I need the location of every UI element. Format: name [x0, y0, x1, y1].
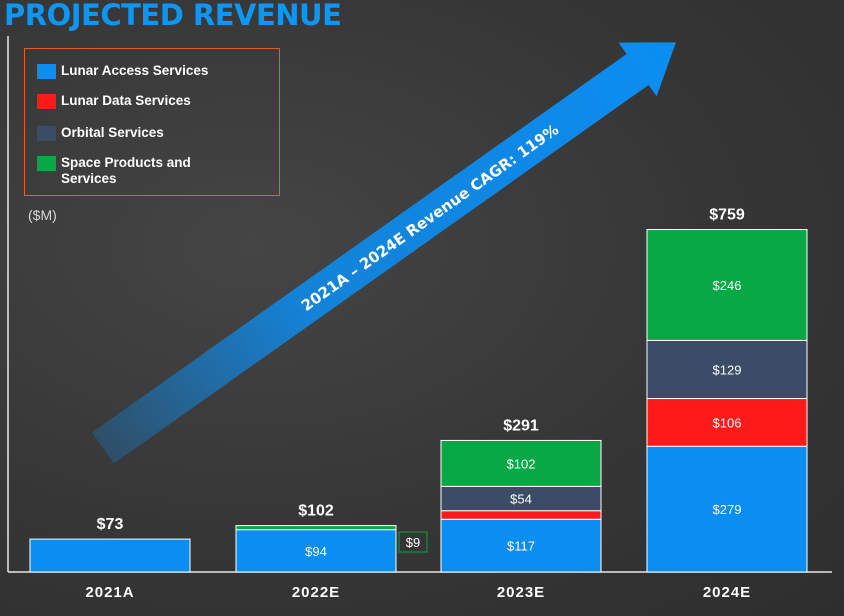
legend-label: Space Products and Services [61, 155, 191, 186]
x-tick-label: 2024E [703, 584, 751, 601]
bar-total-label: $102 [298, 503, 334, 520]
bar-segment-label: $129 [713, 362, 742, 377]
x-tick-label: 2022E [292, 584, 340, 601]
callout-box [398, 531, 428, 553]
legend-item-orbital: Orbital Services [37, 125, 231, 141]
bar-segment-label: $102 [507, 456, 536, 471]
bar-segment-label: $106 [713, 415, 742, 430]
legend-label: Orbital Services [61, 125, 164, 140]
callout-label: $9 [406, 535, 420, 550]
bar-segment-label: $94 [305, 544, 327, 559]
bar-total-label: $73 [97, 516, 124, 533]
bar-segment [440, 485, 602, 512]
legend-swatch [37, 156, 56, 171]
bar-segment-label: $279 [713, 502, 742, 517]
bar-segment [29, 538, 191, 573]
bar-segment [646, 445, 808, 573]
bar-segment [440, 510, 602, 520]
bar-segment [646, 339, 808, 400]
legend-label: Lunar Data Services [61, 93, 191, 108]
bar-segment-label: $54 [510, 492, 532, 507]
x-tick-label: 2021A [85, 584, 134, 601]
bar-segment-label: $117 [507, 539, 535, 554]
arrow-shape [92, 42, 676, 464]
legend-item-lunar-access: Lunar Access Services [37, 63, 231, 79]
bar-segment [235, 525, 397, 531]
x-tick-label: 2023E [497, 584, 545, 601]
legend-label: Lunar Access Services [61, 63, 209, 78]
bar-total-label: $759 [709, 207, 745, 224]
bar-segment [646, 398, 808, 447]
bar-segment-label: $246 [713, 278, 742, 293]
legend-swatch [37, 94, 56, 109]
legend-swatch [37, 64, 56, 79]
legend-item-lunar-data: Lunar Data Services [37, 93, 231, 109]
page-title: PROJECTED REVENUE [4, 0, 342, 32]
bar-segment [646, 229, 808, 341]
legend-item-space-products: Space Products and Services [37, 155, 231, 187]
y-axis-unit-label: ($M) [28, 207, 57, 223]
bar-segment [440, 439, 602, 487]
chart-legend: Lunar Access Services Lunar Data Service… [24, 48, 280, 196]
legend-swatch [37, 126, 56, 141]
cagr-annotation: 2021A – 2024E Revenue CAGR: 119% [298, 120, 562, 314]
bar-total-label: $291 [503, 417, 539, 434]
